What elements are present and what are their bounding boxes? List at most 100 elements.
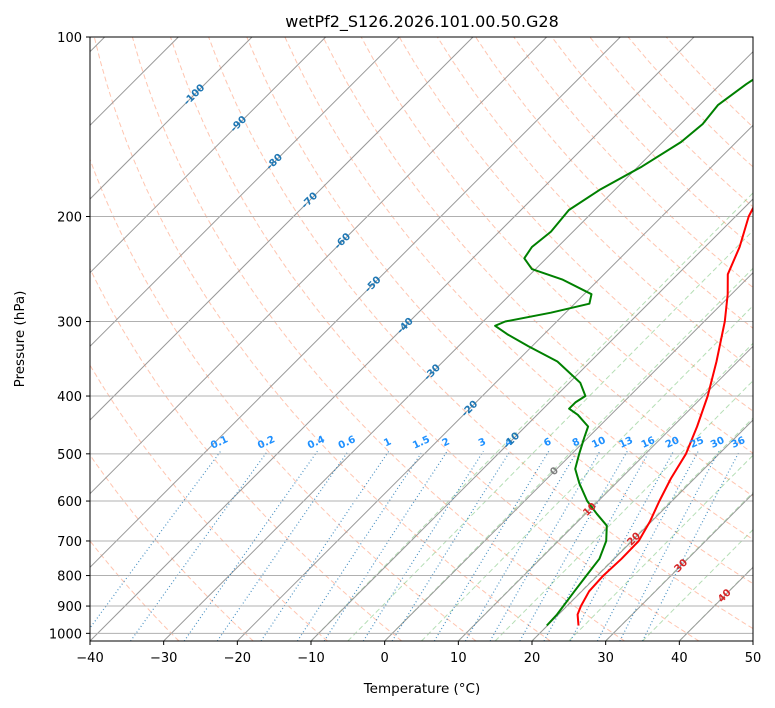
y-tick-label: 900 <box>57 600 82 615</box>
y-axis-ticks: 1000 900 800 700 600 500 400 300 200 100 <box>49 31 90 642</box>
mixing-ratio-label: 4 <box>503 436 514 449</box>
dry-adiabat <box>513 37 753 289</box>
dry-adiabat <box>284 37 753 541</box>
dry-adiabat <box>93 37 551 641</box>
background-lines <box>90 37 753 641</box>
isotherm <box>90 37 253 200</box>
temperature-profile-line <box>576 205 753 626</box>
x-axis-label: Temperature (°C) <box>363 681 481 697</box>
isotherm-label: -20 <box>460 399 481 420</box>
mixing-ratio-label: 20 <box>664 435 681 451</box>
isotherm <box>457 345 753 641</box>
mixing-ratio-label: 6 <box>542 436 553 449</box>
moist-adiabat <box>642 528 753 641</box>
x-tick-label: −30 <box>150 651 177 666</box>
x-tick-label: 20 <box>524 651 541 666</box>
x-tick-label: 0 <box>381 651 389 666</box>
isotherm <box>90 37 695 641</box>
mixing-ratio-line <box>619 450 720 641</box>
isotherm <box>384 271 753 641</box>
isotherm-label: 30 <box>673 557 691 575</box>
mixing-ratio-label: 3 <box>477 436 488 449</box>
mixing-ratio-label: 2 <box>441 436 452 449</box>
mixing-ratio-label: 25 <box>689 435 706 451</box>
dry-adiabat <box>436 37 753 370</box>
moist-adiabat <box>678 566 753 641</box>
mixing-ratio-label: 10 <box>590 435 607 451</box>
dry-adiabat <box>246 37 753 585</box>
mixing-ratio-line <box>90 450 222 629</box>
moist-adiabat <box>494 380 753 641</box>
isotherm-label: -50 <box>363 275 384 296</box>
x-tick-label: 10 <box>450 651 467 666</box>
moist-adiabat <box>384 267 753 641</box>
chart-title: wetPf2_S126.2026.101.00.50.G28 <box>285 12 559 32</box>
x-axis-ticks: −40 −30 −20 −10 0 10 20 30 40 50 <box>76 641 761 666</box>
x-tick-label: 30 <box>597 651 614 666</box>
y-tick-label: 500 <box>57 448 82 463</box>
mixing-ratio-line <box>296 450 423 641</box>
isotherm <box>90 37 400 348</box>
mixing-ratio-line <box>596 450 699 641</box>
dry-adiabat <box>90 267 403 641</box>
isotherm <box>90 37 548 495</box>
isotherm <box>531 419 753 641</box>
x-tick-label: 40 <box>671 651 688 666</box>
moist-adiabat <box>531 417 753 641</box>
dry-adiabat <box>208 37 753 630</box>
dry-adiabat <box>131 37 625 641</box>
isotherm <box>90 37 621 569</box>
isotherm <box>90 37 327 274</box>
y-tick-label: 800 <box>57 570 82 585</box>
x-tick-label: 50 <box>745 651 762 666</box>
y-tick-label: 100 <box>57 31 82 46</box>
moist-adiabat <box>457 342 753 641</box>
mixing-ratio-label: 0.6 <box>337 434 358 451</box>
dry-adiabat <box>90 540 180 641</box>
mixing-ratio-line <box>183 450 318 641</box>
mixing-ratio-label: 36 <box>730 435 747 451</box>
mixing-ratio-label: 8 <box>571 436 582 449</box>
y-tick-label: 1000 <box>49 627 82 642</box>
isotherm <box>605 492 753 641</box>
mixing-ratio-line <box>642 450 741 641</box>
mixing-ratio-label: 13 <box>618 435 635 451</box>
isotherm <box>310 198 753 641</box>
pressure-grid <box>90 36 753 634</box>
plot-frame <box>89 36 754 642</box>
moist-adiabat <box>568 454 753 641</box>
mixing-ratio-line <box>569 450 675 641</box>
dry-adiabat <box>170 37 700 641</box>
y-tick-label: 300 <box>57 316 82 331</box>
line-labels: 0.1 0.2 0.4 0.6 1 1.5 2 3 4 6 8 10 13 16 20 25 30 36-100-… <box>182 82 747 605</box>
x-tick-label: −10 <box>297 651 324 666</box>
y-tick-label: 400 <box>57 390 82 405</box>
y-axis-label: Pressure (hPa) <box>12 291 28 388</box>
y-tick-label: 200 <box>57 211 82 226</box>
mixing-ratio-label: 30 <box>709 435 726 451</box>
isotherm <box>678 566 753 641</box>
moist-adiabat <box>605 491 753 641</box>
mixing-ratio-label: 16 <box>640 435 657 451</box>
dry-adiabat <box>90 158 477 641</box>
isotherm <box>236 124 753 641</box>
mixing-ratio-label: 0.4 <box>306 434 327 451</box>
mixing-ratio-label: 0.1 <box>209 434 230 451</box>
moist-adiabat <box>421 305 753 641</box>
isotherm <box>163 50 753 641</box>
dry-adiabat <box>551 37 753 248</box>
dewpoint-profile-line <box>494 78 753 627</box>
profiles <box>494 78 753 627</box>
mixing-ratio-label: 1 <box>382 436 393 449</box>
dry-adiabat <box>475 37 753 329</box>
isotherm <box>752 640 753 641</box>
y-tick-label: 700 <box>57 535 82 550</box>
mixing-ratio-line <box>391 450 511 641</box>
isotherm-label: -60 <box>333 231 354 252</box>
dry-adiabat <box>90 454 254 641</box>
mixing-ratio-line <box>260 450 390 641</box>
x-tick-label: −40 <box>76 651 103 666</box>
x-tick-label: −20 <box>224 651 251 666</box>
mixing-ratio-line <box>519 450 628 641</box>
